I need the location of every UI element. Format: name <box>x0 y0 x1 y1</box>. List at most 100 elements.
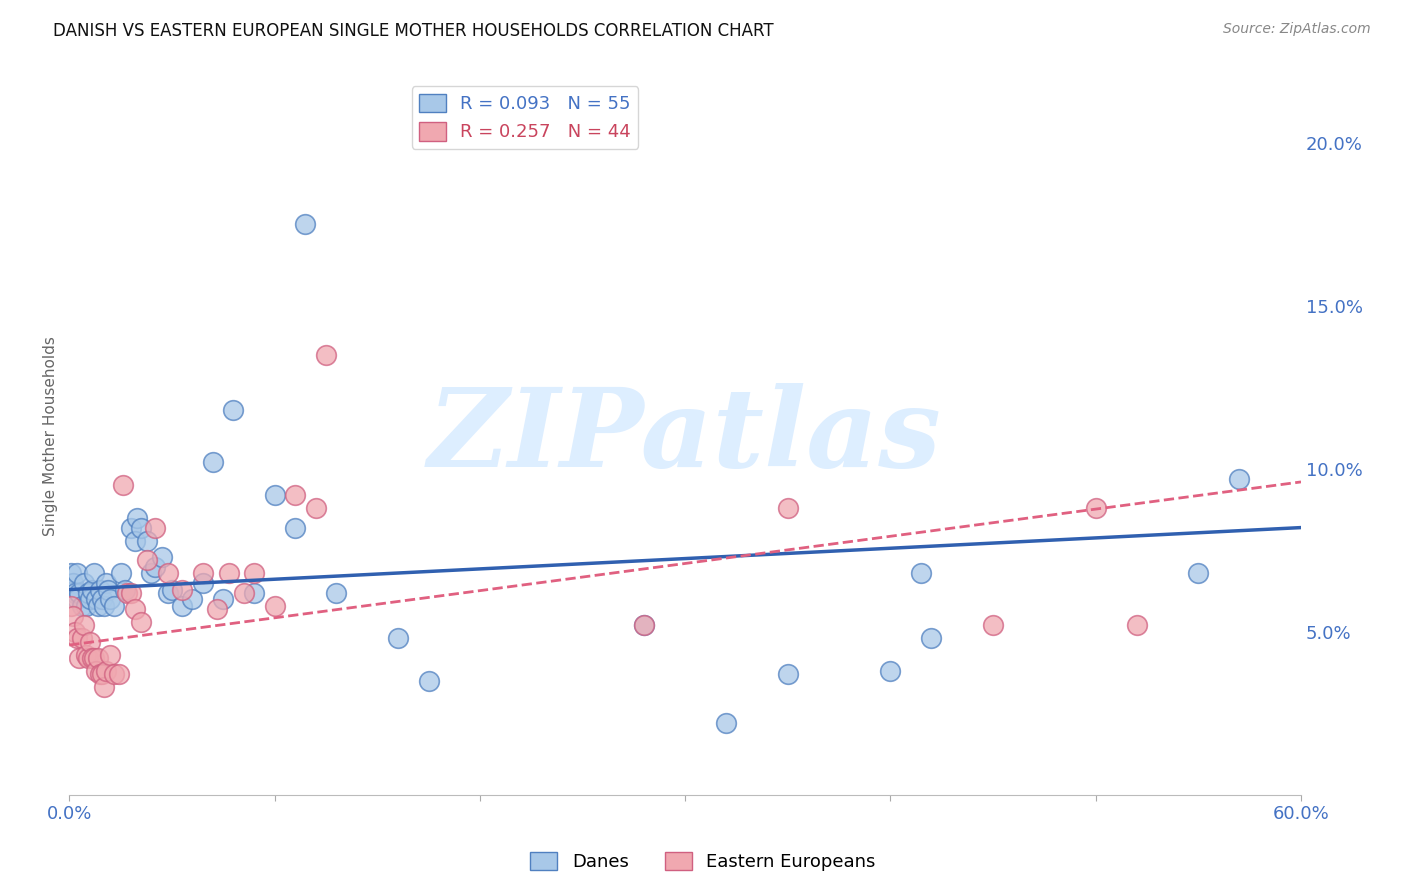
Point <box>96 664 118 678</box>
Point <box>129 615 152 630</box>
Point <box>776 501 799 516</box>
Point <box>103 667 125 681</box>
Point <box>325 586 347 600</box>
Point <box>243 586 266 600</box>
Point <box>921 632 943 646</box>
Point <box>79 634 101 648</box>
Point <box>243 566 266 581</box>
Point <box>87 599 110 613</box>
Point <box>115 586 138 600</box>
Point <box>69 651 91 665</box>
Point <box>72 618 94 632</box>
Point <box>172 582 194 597</box>
Point <box>1084 501 1107 516</box>
Point <box>181 592 204 607</box>
Point <box>124 533 146 548</box>
Point <box>91 667 114 681</box>
Point <box>84 664 107 678</box>
Point <box>205 602 228 616</box>
Point <box>145 559 167 574</box>
Point <box>79 592 101 607</box>
Point <box>93 681 115 695</box>
Point <box>1126 618 1149 632</box>
Point <box>315 348 337 362</box>
Point <box>910 566 932 581</box>
Point <box>83 651 105 665</box>
Point <box>172 599 194 613</box>
Point <box>304 501 326 516</box>
Point <box>98 648 121 662</box>
Point <box>136 553 159 567</box>
Point <box>879 664 901 678</box>
Point <box>98 592 121 607</box>
Point <box>120 586 142 600</box>
Point <box>87 651 110 665</box>
Point <box>136 533 159 548</box>
Point <box>633 618 655 632</box>
Point <box>1187 566 1209 581</box>
Point <box>114 582 136 597</box>
Point <box>76 586 98 600</box>
Point <box>89 667 111 681</box>
Point <box>60 566 83 581</box>
Point <box>263 488 285 502</box>
Point <box>201 455 224 469</box>
Text: ZIPatlas: ZIPatlas <box>429 383 942 490</box>
Point <box>69 586 91 600</box>
Point <box>294 217 316 231</box>
Point <box>145 520 167 534</box>
Point <box>93 599 115 613</box>
Point <box>62 576 84 591</box>
Point <box>191 576 214 591</box>
Point <box>103 599 125 613</box>
Point <box>70 599 93 613</box>
Legend: Danes, Eastern Europeans: Danes, Eastern Europeans <box>523 845 883 879</box>
Y-axis label: Single Mother Households: Single Mother Households <box>44 336 58 536</box>
Point <box>97 582 120 597</box>
Point <box>66 566 89 581</box>
Point <box>66 632 89 646</box>
Point <box>418 673 440 688</box>
Point <box>120 520 142 534</box>
Point <box>232 586 254 600</box>
Text: Source: ZipAtlas.com: Source: ZipAtlas.com <box>1223 22 1371 37</box>
Point <box>141 566 163 581</box>
Point <box>150 549 173 564</box>
Point <box>218 566 240 581</box>
Point <box>72 576 94 591</box>
Point <box>284 520 307 534</box>
Point <box>1229 472 1251 486</box>
Point <box>129 520 152 534</box>
Point <box>714 716 737 731</box>
Point <box>387 632 409 646</box>
Point <box>156 586 179 600</box>
Point <box>62 608 84 623</box>
Point <box>107 667 129 681</box>
Point <box>65 586 87 600</box>
Point <box>84 592 107 607</box>
Point <box>125 510 148 524</box>
Point <box>89 582 111 597</box>
Point <box>160 582 183 597</box>
Legend: R = 0.093   N = 55, R = 0.257   N = 44: R = 0.093 N = 55, R = 0.257 N = 44 <box>412 87 638 149</box>
Point <box>110 566 132 581</box>
Point <box>76 651 98 665</box>
Point <box>66 592 89 607</box>
Point <box>91 592 114 607</box>
Point <box>96 576 118 591</box>
Point <box>75 648 97 662</box>
Point <box>65 624 87 639</box>
Text: DANISH VS EASTERN EUROPEAN SINGLE MOTHER HOUSEHOLDS CORRELATION CHART: DANISH VS EASTERN EUROPEAN SINGLE MOTHER… <box>53 22 775 40</box>
Point <box>124 602 146 616</box>
Point <box>212 592 235 607</box>
Point <box>111 478 134 492</box>
Point <box>284 488 307 502</box>
Point <box>80 651 103 665</box>
Point <box>776 667 799 681</box>
Point <box>633 618 655 632</box>
Point <box>75 599 97 613</box>
Point <box>981 618 1004 632</box>
Point <box>60 599 83 613</box>
Point <box>263 599 285 613</box>
Point <box>83 566 105 581</box>
